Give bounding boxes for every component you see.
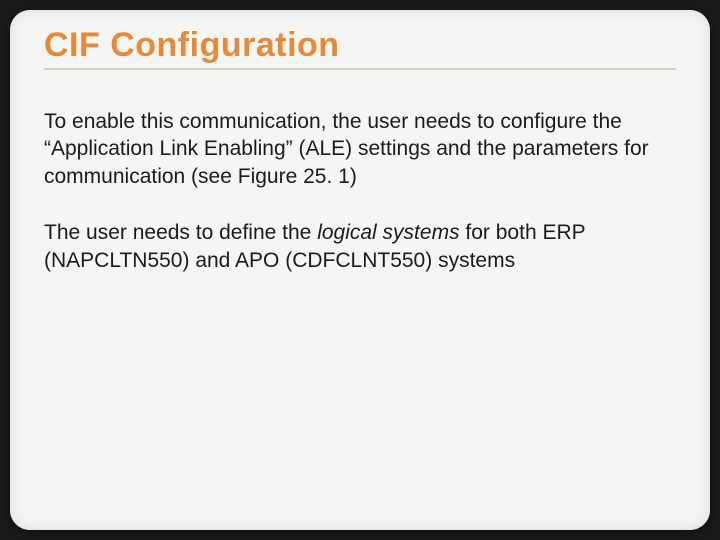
slide-card: CIF Configuration To enable this communi… [10,10,710,530]
text-run: The user needs to define the [44,221,317,244]
slide-title: CIF Configuration [44,28,676,70]
text-run: To enable this communication, the user n… [44,110,649,188]
paragraph-2: The user needs to define the logical sys… [44,219,664,274]
paragraph-1: To enable this communication, the user n… [44,108,664,191]
text-run-italic: logical systems [317,221,459,244]
